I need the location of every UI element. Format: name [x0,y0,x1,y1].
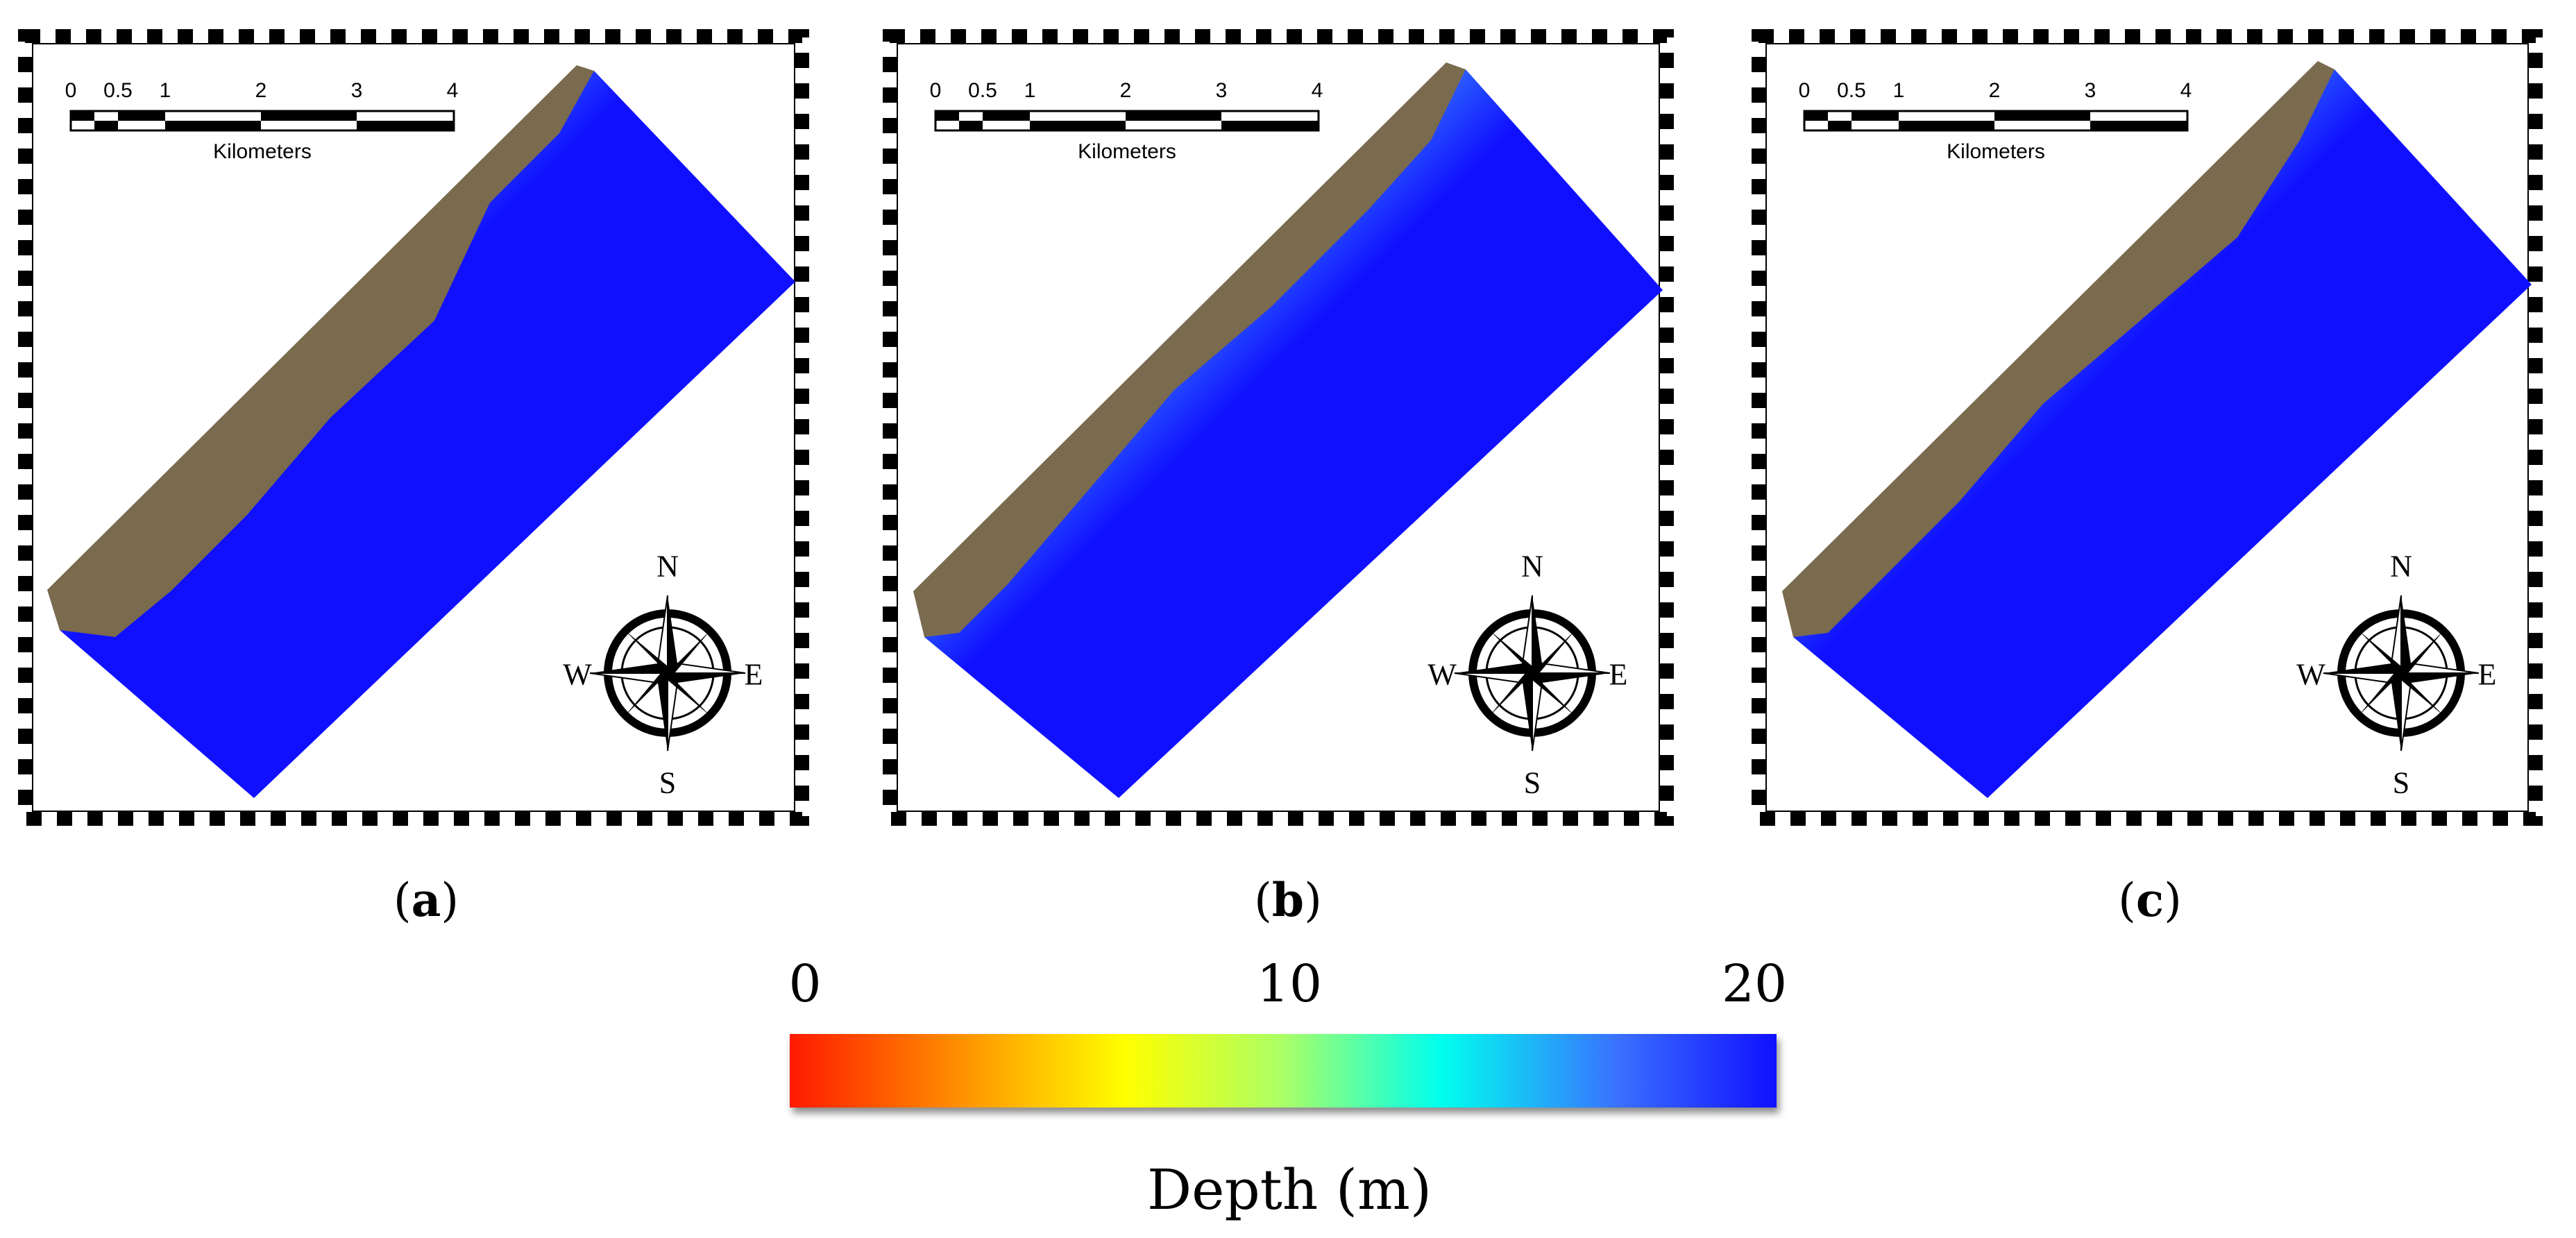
compass-south: S [2392,765,2410,800]
compass-south: S [659,765,677,800]
water-body [924,69,1663,798]
scale-tick-3: 3 [2084,79,2096,102]
compass-rose-graphic [589,595,746,752]
scale-tick-3: 3 [1215,79,1228,102]
scale-tick-3: 3 [350,79,363,102]
map-panel-c: 0 0.5 1 2 3 4 Kilometers N S E W [1752,29,2543,826]
compass-west: W [2296,657,2325,692]
scale-tick-2: 2 [1119,79,1132,102]
colorbar-tick-10: 10 [1256,954,1323,1014]
map-c-frame [1752,29,2543,826]
colorbar-title: Depth (m) [1146,1158,1432,1222]
water-body [1793,69,2532,798]
scale-tick-1: 1 [1892,79,1905,102]
map-b-frame [883,29,1674,826]
land-strip [1782,61,2334,637]
compass-south: S [1523,765,1541,800]
land-strip [47,65,594,637]
scale-tick-2: 2 [255,79,267,102]
compass-west: W [563,657,592,692]
scale-tick-1: 1 [159,79,171,102]
scale-tick-0-5: 0.5 [968,79,997,102]
compass-east: E [744,657,763,692]
scale-tick-4: 4 [2180,79,2192,102]
map-panel-b: 0 0.5 1 2 3 4 Kilometers N S E W [883,29,1674,826]
scale-tick-0: 0 [1798,79,1811,102]
colorbar-tick-20: 20 [1721,954,1788,1014]
land-strip [913,62,1466,637]
compass-north: N [656,549,679,584]
compass-west: W [1427,657,1457,692]
compass-east: E [2477,657,2497,692]
map-a-frame [18,29,809,826]
caption-a: (a) [393,873,459,927]
scale-unit-label: Kilometers [1078,140,1176,163]
map-panel-a: 0 0.5 1 2 3 4 Kilometers N S E W [18,29,809,826]
caption-a-letter: a [411,873,441,927]
compass-rose-graphic [1454,595,1611,752]
caption-c-letter: c [2135,873,2164,927]
water-body [60,71,795,798]
compass-north: N [1521,549,1543,584]
scale-tick-4: 4 [1311,79,1323,102]
compass-east: E [1609,657,1628,692]
scale-tick-0: 0 [65,79,77,102]
caption-b-letter: b [1271,873,1305,927]
compass-rose-graphic [2323,595,2480,752]
scale-unit-label: Kilometers [1947,140,2045,163]
scale-bar-graphic [934,110,1320,132]
caption-b: (b) [1254,873,1322,927]
scale-bar-graphic [69,110,455,132]
depth-colorbar [790,1034,1777,1108]
scale-tick-0: 0 [929,79,942,102]
scale-tick-0-5: 0.5 [103,79,133,102]
scale-tick-0-5: 0.5 [1837,79,1866,102]
scale-unit-label: Kilometers [213,140,312,163]
colorbar-tick-0: 0 [788,954,822,1014]
scale-bar-graphic [1803,110,2189,132]
scale-tick-4: 4 [446,79,459,102]
compass-north: N [2390,549,2412,584]
scale-tick-2: 2 [1988,79,2001,102]
scale-tick-1: 1 [1024,79,1036,102]
caption-c: (c) [2118,873,2182,927]
